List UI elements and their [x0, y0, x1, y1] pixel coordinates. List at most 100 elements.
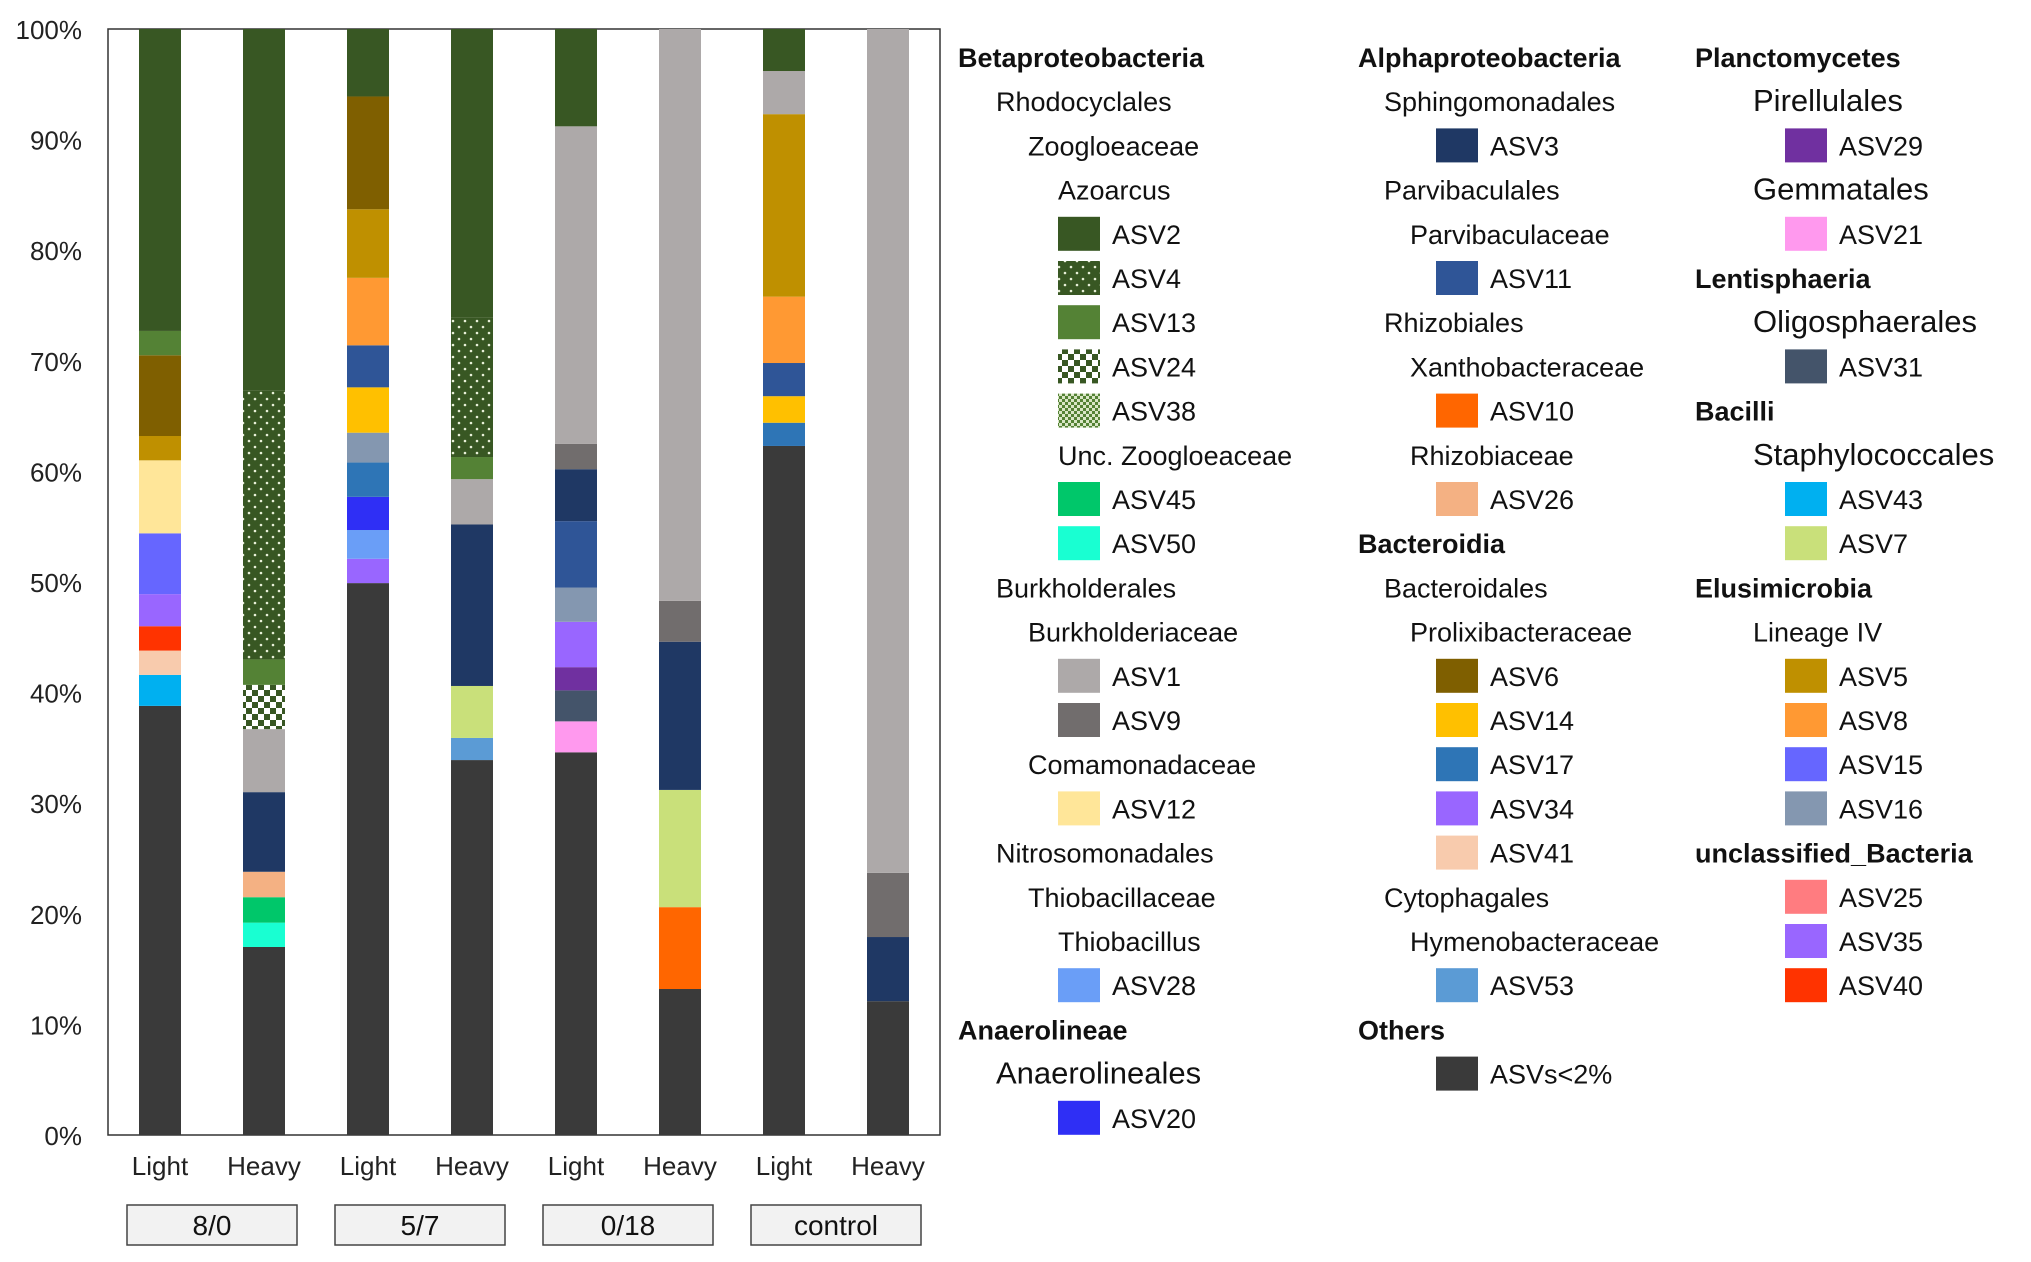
bar-segment-asvs2: [347, 583, 389, 1135]
bar-segment-asv6: [347, 96, 389, 210]
legend-swatch-asv28: [1058, 968, 1100, 1003]
legend-swatch-asv43: [1785, 482, 1827, 516]
y-tick-label: 30%: [30, 789, 82, 819]
legend-genus-heading: Azoarcus: [1058, 176, 1171, 206]
bar-segment-asv29: [555, 667, 597, 691]
legend-swatch-asv7: [1785, 526, 1827, 561]
y-tick-label: 80%: [30, 236, 82, 266]
y-tick-label: 0%: [44, 1121, 82, 1151]
legend-swatch-asvs2: [1436, 1056, 1478, 1091]
bar-segment-asv9: [867, 872, 909, 938]
legend-order-heading: Parvibaculales: [1384, 176, 1560, 206]
bar-segment-asv10: [659, 907, 701, 990]
x-tick-label: Light: [548, 1151, 605, 1181]
bar-segment-asvs2: [139, 705, 181, 1135]
legend-swatch-asv8: [1785, 703, 1827, 737]
bar-segment-asv4: [243, 390, 285, 660]
bar-segment-asv16: [555, 587, 597, 622]
legend-swatch-asv35: [1785, 924, 1827, 958]
legend-family-heading: Zoogloeaceae: [1028, 131, 1199, 161]
legend-label: ASV4: [1112, 264, 1181, 294]
legend-label: ASV20: [1112, 1104, 1196, 1134]
group-label: 8/0: [193, 1210, 232, 1241]
legend-swatch-asv25: [1785, 879, 1827, 914]
legend-class-heading: Alphaproteobacteria: [1358, 43, 1622, 73]
bar-segment-asv2: [139, 29, 181, 331]
legend-swatch-asv38: [1058, 393, 1100, 428]
bar-segment-asv50: [243, 922, 285, 947]
bar-segment-asv8: [763, 296, 805, 364]
legend-swatch-asv29: [1785, 128, 1827, 163]
legend-label: ASV8: [1839, 706, 1908, 736]
bars: [139, 29, 909, 1135]
legend-swatch-asv50: [1058, 526, 1100, 561]
legend-label: ASV10: [1490, 397, 1574, 427]
legend-order-heading: Sphingomonadales: [1384, 87, 1615, 117]
legend-label: ASV3: [1490, 131, 1559, 161]
bar-segment-asv3: [867, 937, 909, 1002]
legend-label: ASV21: [1839, 220, 1923, 250]
bar-segment-asv5: [763, 114, 805, 297]
bar-segment-asv2: [451, 29, 493, 318]
legend-class-heading: Bacteroidia: [1358, 529, 1506, 559]
bar-segment-asv2: [243, 29, 285, 391]
bar-segment-asv4: [451, 317, 493, 458]
legend-swatch-asv14: [1436, 703, 1478, 737]
bar-segment-asv20: [347, 496, 389, 531]
legend-swatch-asv9: [1058, 703, 1100, 737]
legend-label: ASV15: [1839, 750, 1923, 780]
legend-label: ASV35: [1839, 927, 1923, 957]
legend-label: ASV25: [1839, 883, 1923, 913]
bar-segment-asv21: [555, 721, 597, 753]
legend-label: ASV16: [1839, 794, 1923, 824]
bar-segment-asv41: [139, 650, 181, 675]
legend-label: ASV7: [1839, 529, 1908, 559]
legend-swatch-asv13: [1058, 305, 1100, 340]
legend-swatch-asv6: [1436, 658, 1478, 693]
legend-order-heading: Rhizobiales: [1384, 308, 1524, 338]
bar-segment-asv45: [243, 897, 285, 923]
bar-segment-asv6: [139, 355, 181, 437]
legend-swatch-asv10: [1436, 393, 1478, 428]
bar-segment-asv28: [347, 530, 389, 559]
legend-order-lg-heading: Staphylococcales: [1753, 437, 1994, 472]
bar-segment-asv13: [139, 330, 181, 356]
legend-swatch-asv15: [1785, 747, 1827, 782]
legend-label: ASV38: [1112, 397, 1196, 427]
legend-label: ASV24: [1112, 352, 1196, 382]
legend-label: ASV2: [1112, 220, 1181, 250]
legend-label: ASVs<2%: [1490, 1060, 1612, 1090]
bar-segment-asvs2: [659, 989, 701, 1135]
legend-label: ASV17: [1490, 750, 1574, 780]
legend-swatch-asv31: [1785, 349, 1827, 384]
legend-swatch-asv53: [1436, 968, 1478, 1003]
legend-order-heading: Rhodocyclales: [996, 87, 1172, 117]
legend-swatch-asv5: [1785, 658, 1827, 693]
group-label: 5/7: [401, 1210, 440, 1241]
legend-swatch-asv3: [1436, 128, 1478, 163]
legend-class-heading: Others: [1358, 1015, 1445, 1045]
x-tick-label: Light: [132, 1151, 189, 1181]
y-tick-label: 10%: [30, 1010, 82, 1040]
legend: Betaproteobacteria Rhodocyclales Zoogloeac…: [958, 43, 1994, 1135]
legend-label: ASV9: [1112, 706, 1181, 736]
bar-segment-asv9: [659, 600, 701, 642]
y-tick-label: 100%: [16, 15, 83, 45]
bar-segment-asv13: [451, 457, 493, 480]
y-tick-label: 60%: [30, 457, 82, 487]
bar-segment-asv11: [763, 363, 805, 397]
bar-segment-asv53: [451, 737, 493, 761]
legend-family-heading: Xanthobacteraceae: [1410, 352, 1644, 382]
bar-segment-asv24: [243, 684, 285, 730]
legend-swatch-asv21: [1785, 216, 1827, 251]
legend-family-heading: Hymenobacteraceae: [1410, 927, 1659, 957]
legend-order-lg-heading: Gemmatales: [1753, 172, 1929, 207]
bar-segment-asv2: [347, 29, 389, 97]
x-tick-label: Light: [340, 1151, 397, 1181]
legend-swatch-asv12: [1058, 791, 1100, 826]
bar-segment-asv31: [555, 690, 597, 722]
group-box: [750, 1204, 922, 1246]
legend-class-heading: Planctomycetes: [1695, 43, 1901, 73]
legend-class-heading: Lentisphaeria: [1695, 264, 1872, 294]
bar-segment-asv12: [139, 460, 181, 534]
